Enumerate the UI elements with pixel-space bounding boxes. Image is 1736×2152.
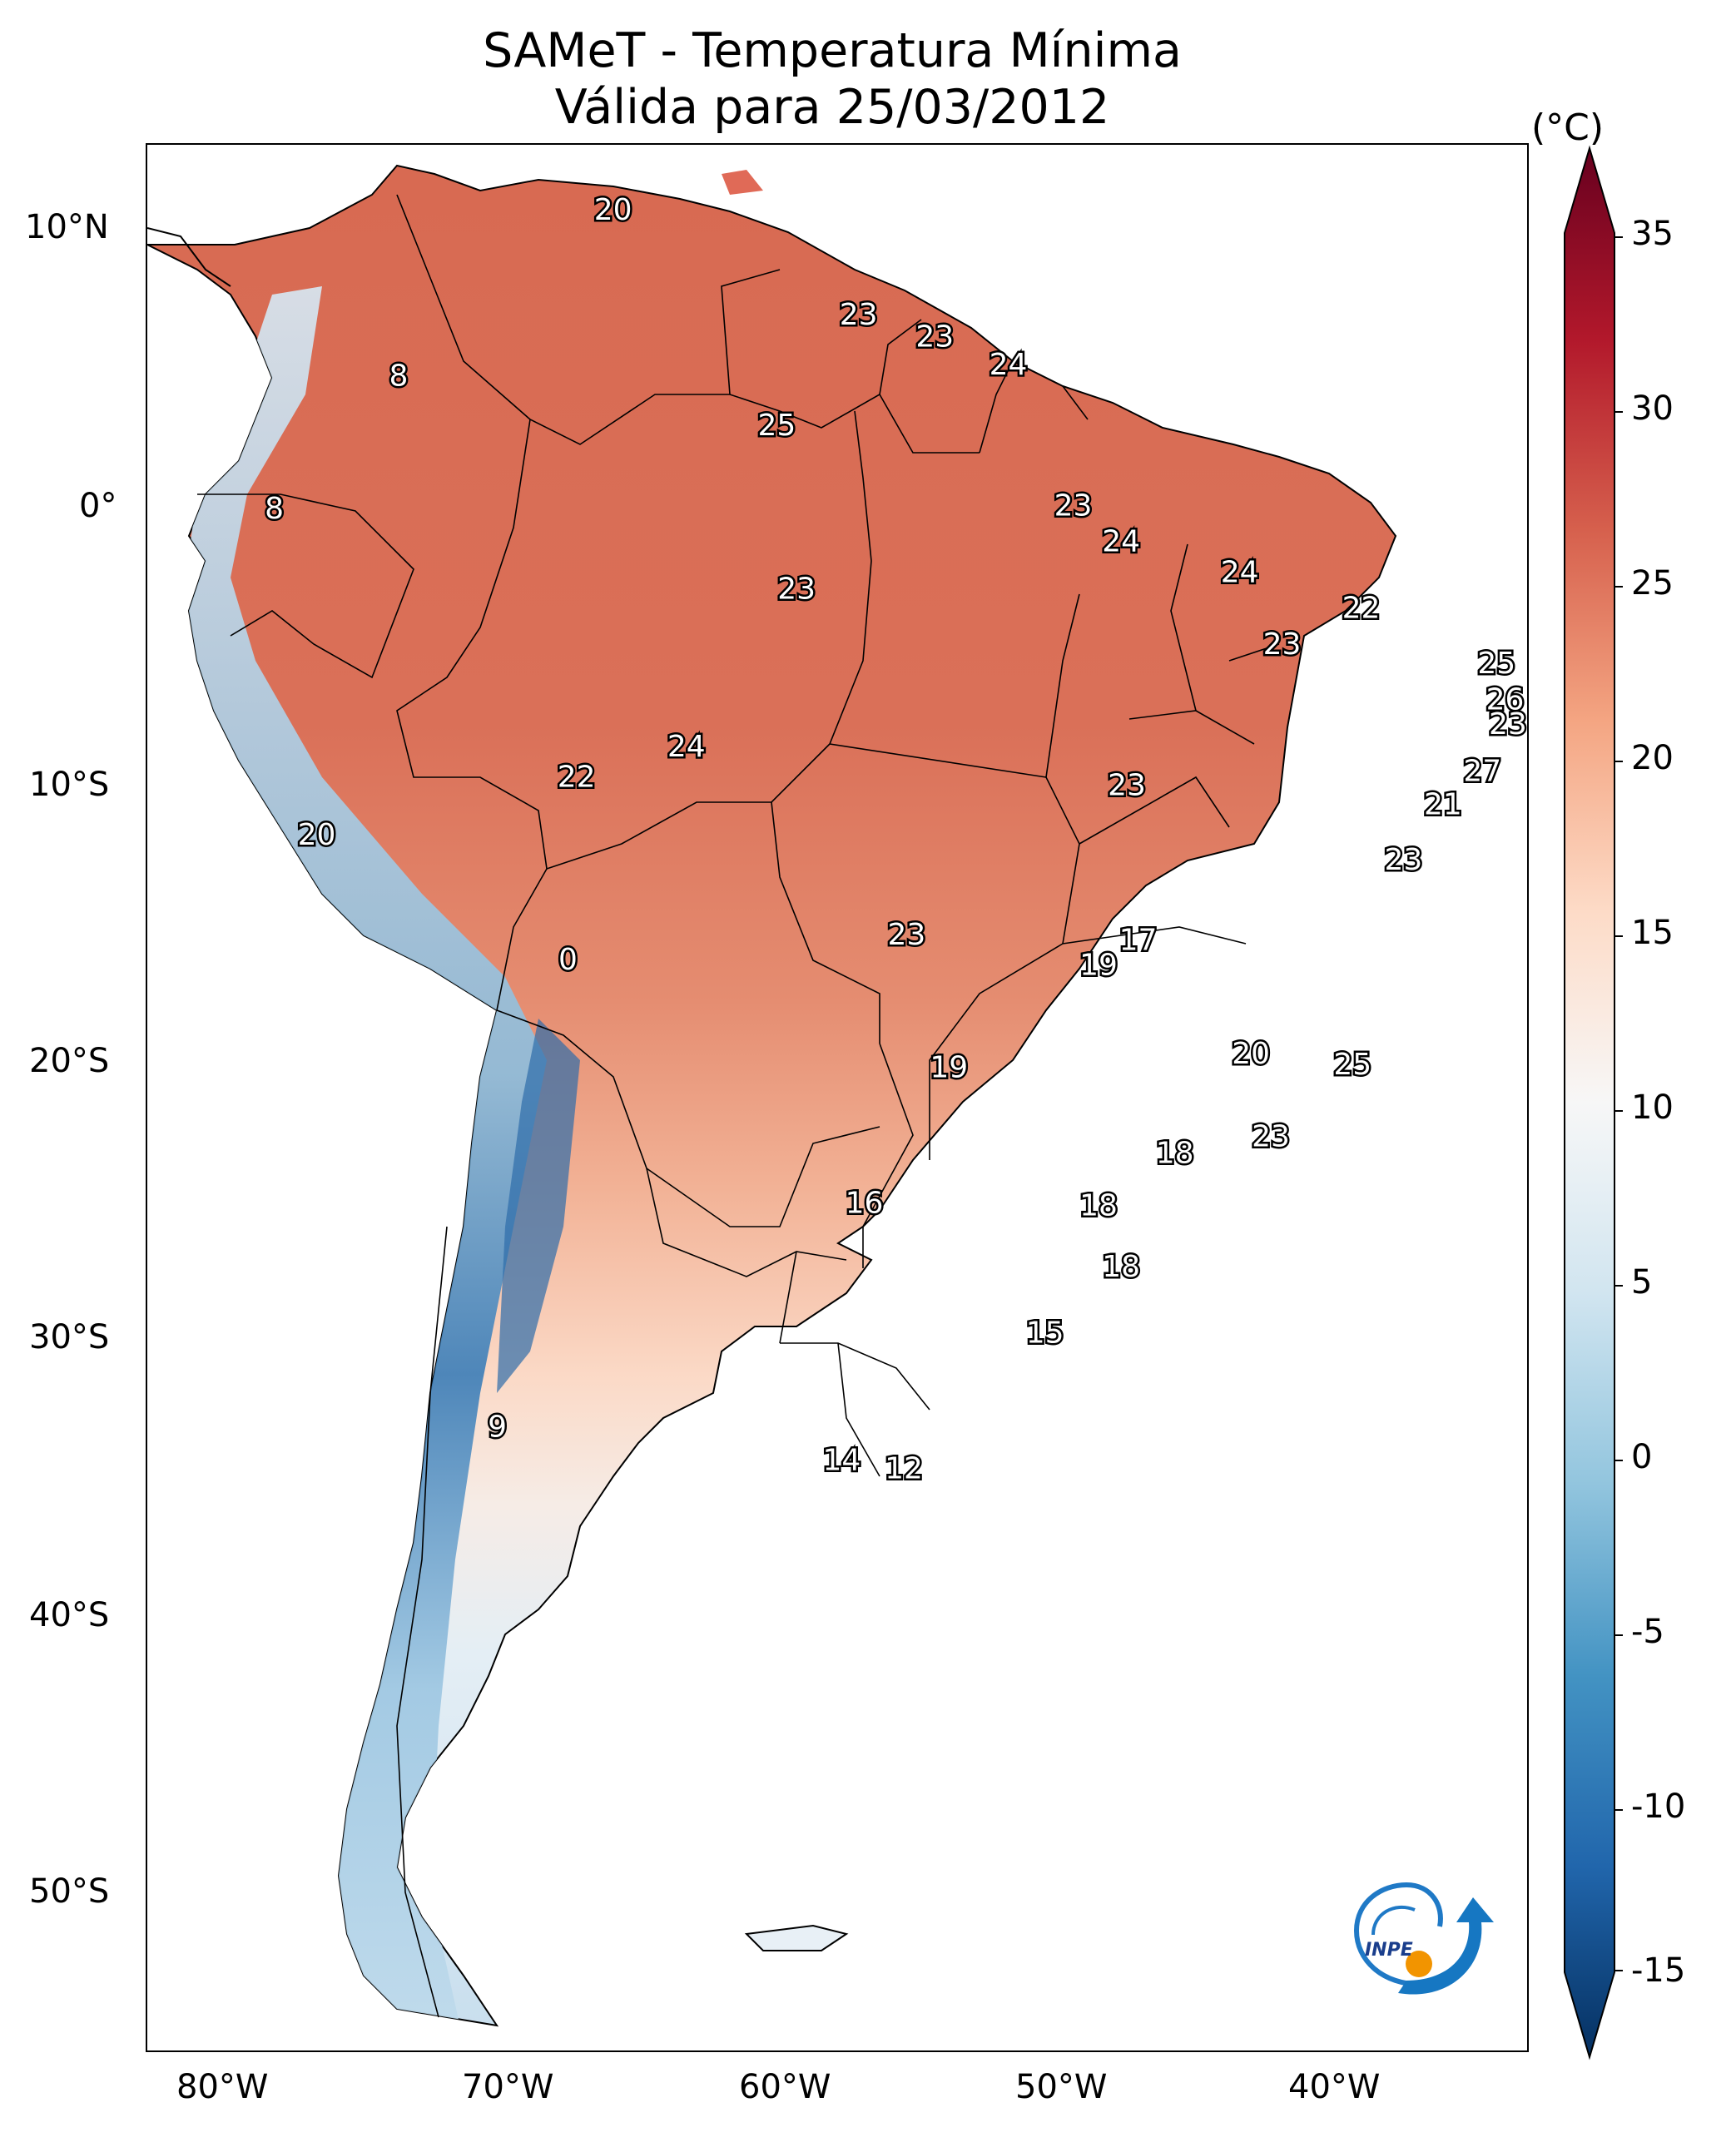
map-title-line1: SAMeT - Temperatura Mínima	[483, 23, 1182, 78]
x-tick-label: 70°W	[462, 2068, 554, 2106]
station-temperature-label: 21	[1424, 788, 1462, 822]
station-temperature-label: 18	[1102, 1250, 1140, 1284]
colorbar-tick-label: 0	[1631, 1438, 1653, 1476]
station-temperature-label: 23	[1489, 707, 1527, 741]
colorbar-tick-label: -5	[1631, 1613, 1664, 1651]
x-tick-label: 40°W	[1288, 2068, 1381, 2106]
station-temperature-label: 23	[1054, 489, 1093, 523]
inpe-logo-text: INPE	[1365, 1940, 1413, 1961]
station-temperature-label: 23	[915, 320, 954, 355]
station-temperature-label: 20	[298, 818, 336, 852]
station-temperature-label: 17	[1119, 924, 1158, 958]
colorbar	[1564, 145, 1623, 2060]
station-temperature-label: 18	[1156, 1137, 1194, 1171]
y-tick-label: 10°N	[25, 208, 109, 246]
station-temperature-label: 23	[840, 298, 878, 332]
station-temperature-label: 24	[667, 730, 706, 764]
station-temperature-label: 12	[885, 1452, 923, 1486]
station-temperature-label: 8	[389, 359, 408, 393]
station-temperature-label: 23	[1108, 768, 1146, 802]
colorbar-tick-label: 20	[1631, 739, 1674, 777]
station-temperature-label: 25	[1477, 647, 1515, 681]
station-temperature-label: 24	[990, 348, 1028, 382]
station-temperature-label: 22	[1342, 592, 1381, 626]
map-title-line2: Válida para 25/03/2012	[554, 80, 1110, 135]
map-panel: 20 23 23 24 8 25 8 23 24 24 23 22 23 25 26 23 24 27 22 23 21…	[146, 143, 1529, 2052]
station-temperature-label: 22	[558, 760, 596, 794]
colorbar-tick-label: -10	[1631, 1788, 1686, 1826]
colorbar-tick-label: 25	[1631, 564, 1674, 602]
x-tick-label: 60°W	[739, 2068, 831, 2106]
station-temperature-label: 26	[1486, 682, 1525, 717]
station-temperature-label: 20	[1232, 1037, 1270, 1071]
coastline-panama	[147, 227, 231, 287]
x-tick-label: 80°W	[176, 2068, 269, 2106]
colorbar-tick-label: 35	[1631, 215, 1674, 253]
y-tick-label: 10°S	[29, 766, 110, 804]
station-temperature-label: 25	[1333, 1048, 1371, 1082]
y-tick-label: 50°S	[29, 1872, 110, 1911]
station-temperature-label: 23	[1384, 843, 1422, 877]
station-temperature-label: 9	[488, 1411, 507, 1445]
colorbar-unit-label: (°C)	[1531, 107, 1605, 149]
station-temperature-label: 25	[757, 409, 796, 443]
y-tick-label: 20°S	[29, 1042, 110, 1080]
station-temperature-label: 23	[777, 572, 816, 606]
andes-cold-band	[181, 286, 580, 2026]
station-temperature-label: 18	[1079, 1189, 1118, 1223]
falkland-islands	[744, 1924, 849, 1951]
station-temperature-label: 19	[1079, 948, 1118, 982]
station-temperature-label: 23	[1252, 1120, 1290, 1154]
colorbar-tick-label: 10	[1631, 1088, 1674, 1127]
caribbean-island	[722, 170, 763, 195]
station-temperature-label: 23	[887, 918, 925, 952]
station-temperature-label: 8	[265, 492, 284, 526]
continent-land	[147, 164, 1397, 2027]
political-borders	[197, 194, 1280, 2018]
y-tick-label: 40°S	[29, 1596, 110, 1634]
colorbar-tick-label: 30	[1631, 389, 1674, 428]
colorbar-tick-label: 5	[1631, 1263, 1653, 1302]
inpe-logo: INPE	[1353, 1882, 1494, 1995]
station-temperature-label: 14	[822, 1444, 861, 1478]
station-temperature-label: 0	[558, 943, 578, 977]
x-tick-label: 50°W	[1015, 2068, 1108, 2106]
station-temperature-label: 20	[594, 193, 632, 227]
station-temperature-label: 15	[1026, 1316, 1064, 1351]
y-tick-label: 30°S	[29, 1318, 110, 1356]
colorbar-tick-label: 15	[1631, 914, 1674, 952]
station-temperature-label: 24	[1221, 555, 1259, 589]
station-temperature-label: 24	[1102, 525, 1140, 559]
y-tick-label: 0°	[79, 487, 117, 525]
colorbar-tick-label: -15	[1631, 1951, 1686, 1990]
station-temperature-label: 27	[1463, 755, 1501, 789]
station-temperature-label: 16	[846, 1186, 884, 1220]
station-temperature-label: 23	[1263, 627, 1302, 662]
station-temperature-label: 19	[930, 1050, 968, 1084]
